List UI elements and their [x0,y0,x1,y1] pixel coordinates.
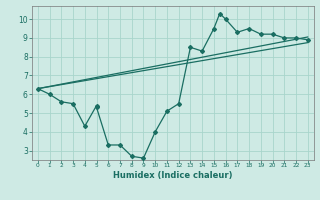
X-axis label: Humidex (Indice chaleur): Humidex (Indice chaleur) [113,171,233,180]
